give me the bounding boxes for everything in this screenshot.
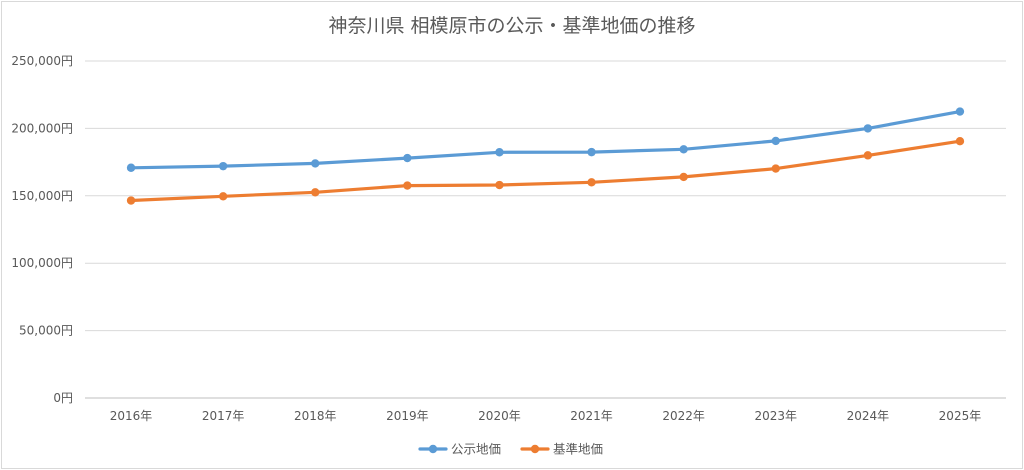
x-tick-label: 2019年	[386, 409, 429, 423]
data-point	[587, 178, 596, 187]
legend: 公示地価 基準地価	[418, 442, 603, 457]
data-point	[126, 196, 136, 205]
legend-marker	[428, 444, 438, 454]
x-tick-label: 2025年	[939, 409, 982, 423]
data-point	[679, 145, 688, 154]
data-point	[495, 148, 504, 157]
y-tick-label: 50,000円	[19, 324, 73, 338]
x-tick-label: 2020年	[478, 409, 521, 423]
chart-title: 神奈川県 相模原市の公示・基準地価の推移	[328, 15, 695, 37]
gridlines	[85, 60, 1006, 399]
legend-label: 基準地価	[553, 442, 603, 457]
series-lines	[126, 107, 965, 205]
data-point	[679, 172, 688, 182]
y-tick-label: 150,000円	[11, 189, 73, 203]
data-point	[218, 161, 228, 171]
x-axis: 2016年 2017年 2018年 2019年 2020年 2021年 2022年 2023年…	[110, 409, 981, 423]
y-tick-label: 250,000円	[11, 54, 73, 68]
y-axis: 0円 50,000円 100,000円 150,000円 200,000円 250,000…	[11, 54, 73, 405]
data-point	[863, 124, 873, 133]
data-point	[955, 137, 965, 146]
x-tick-label: 2018年	[294, 409, 337, 423]
legend-marker	[530, 444, 540, 454]
series-line	[129, 139, 962, 203]
data-point	[403, 153, 412, 163]
series-1	[126, 107, 965, 172]
series-line	[129, 109, 962, 170]
y-tick-label: 100,000円	[11, 256, 73, 270]
series-2	[126, 137, 965, 205]
data-point	[587, 147, 596, 157]
legend-label: 公示地価	[451, 442, 501, 457]
legend-item: 基準地価	[520, 442, 603, 457]
data-point	[218, 192, 228, 201]
x-tick-label: 2017年	[202, 409, 245, 423]
x-tick-label: 2024年	[847, 409, 890, 423]
data-point	[311, 159, 320, 168]
data-point	[771, 164, 780, 173]
x-tick-label: 2016年	[110, 409, 153, 423]
data-point	[311, 188, 320, 197]
y-tick-label: 0円	[53, 391, 73, 405]
data-point	[771, 136, 780, 146]
legend-item: 公示地価	[418, 442, 501, 457]
x-tick-label: 2021年	[570, 409, 613, 423]
x-tick-label: 2023年	[754, 409, 797, 423]
y-tick-label: 200,000円	[11, 121, 73, 135]
data-point	[126, 163, 136, 172]
x-tick-label: 2022年	[662, 409, 705, 423]
data-point	[955, 107, 965, 116]
data-point	[403, 181, 412, 190]
data-point	[495, 180, 504, 190]
data-point	[863, 151, 873, 160]
